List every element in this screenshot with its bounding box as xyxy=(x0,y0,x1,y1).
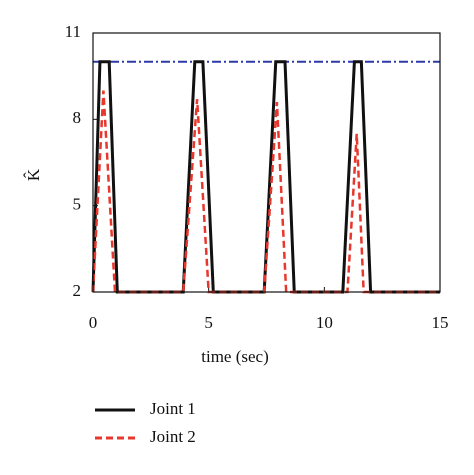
y-tick-label: 11 xyxy=(65,22,81,41)
y-tick-label: 2 xyxy=(73,281,82,300)
legend-label: Joint 1 xyxy=(150,399,196,418)
legend-label: Joint 2 xyxy=(150,427,196,446)
y-tick-label: 5 xyxy=(73,195,82,214)
x-tick-label: 0 xyxy=(89,313,98,332)
x-tick-label: 15 xyxy=(432,313,449,332)
x-axis-label: time (sec) xyxy=(201,347,269,366)
x-tick-label: 5 xyxy=(204,313,213,332)
x-tick-label: 10 xyxy=(316,313,333,332)
y-tick-label: 8 xyxy=(73,108,82,127)
plot-frame xyxy=(92,32,441,293)
y-axis-label: K̂ xyxy=(24,168,43,181)
